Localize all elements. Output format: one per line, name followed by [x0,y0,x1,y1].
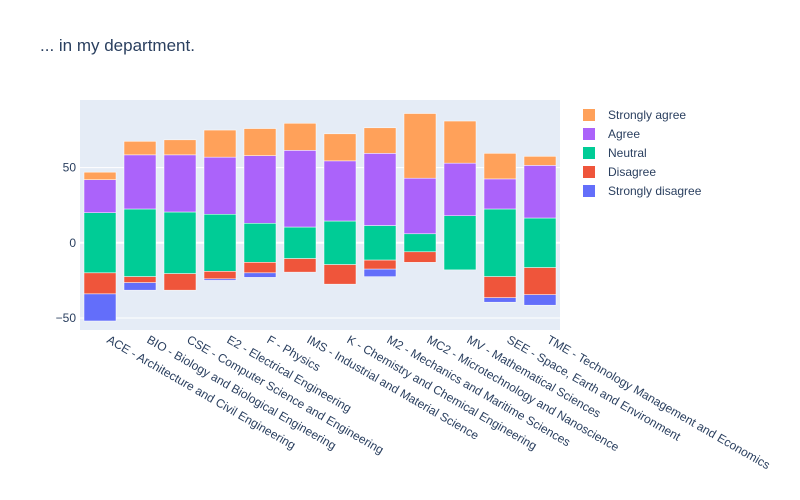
legend-label: Neutral [608,146,647,160]
bar-agree[interactable] [283,150,317,228]
y-tick-label: −50 [56,311,77,325]
bar-disagree[interactable] [483,276,517,298]
y-axis: −50 0 50 [56,161,77,325]
legend-label: Strongly agree [608,108,686,122]
bar-strongly-agree[interactable] [443,120,477,164]
bar-neutral[interactable] [203,213,237,272]
bar-disagree[interactable] [123,276,157,283]
bar-strongly-agree[interactable] [403,113,437,179]
bars [83,113,557,322]
legend-label: Agree [608,127,640,141]
bar-neutral[interactable] [163,211,197,274]
bar-agree[interactable] [483,178,517,210]
legend-swatch [583,185,595,197]
bar-strongly-agree[interactable] [283,123,317,151]
bar-agree[interactable] [323,160,357,222]
bar-disagree[interactable] [83,272,117,295]
bar-neutral[interactable] [523,217,557,268]
bar-neutral[interactable] [403,233,437,253]
bar-agree[interactable] [83,179,117,213]
bar-agree[interactable] [363,153,397,226]
bar-agree[interactable] [523,165,557,219]
bar-neutral[interactable] [123,208,157,277]
bar-strongly-disagree[interactable] [483,297,517,303]
legend-swatch [583,147,595,159]
bar-strongly-agree[interactable] [243,128,277,156]
bar-strongly-agree[interactable] [523,156,557,166]
legend-item[interactable]: Strongly disagree [583,184,702,198]
legend-label: Strongly disagree [608,184,702,198]
bar-disagree[interactable] [363,259,397,270]
y-tick-label: 0 [69,236,76,250]
bar-strongly-agree[interactable] [483,153,517,180]
legend-item[interactable]: Agree [583,127,640,141]
bar-strongly-agree[interactable] [323,133,357,162]
legend[interactable]: Strongly agree Agree Neutral Disagree Strong… [583,108,702,198]
bar-strongly-agree[interactable] [163,139,197,156]
bar-agree[interactable] [123,154,157,210]
bar-strongly-disagree[interactable] [523,294,557,306]
bar-disagree[interactable] [243,262,277,274]
bar-strongly-agree[interactable] [363,127,397,154]
plot-area [80,100,560,330]
y-tick-label: 50 [63,161,77,175]
chart-title: ... in my department. [40,36,195,55]
bar-strongly-disagree[interactable] [123,282,157,291]
bar-agree[interactable] [203,156,237,215]
bar-disagree[interactable] [203,271,237,280]
bar-disagree[interactable] [163,273,197,291]
bar-strongly-agree[interactable] [83,171,117,180]
bar-strongly-disagree[interactable] [363,268,397,277]
bar-strongly-agree[interactable] [203,129,237,158]
bar-strongly-agree[interactable] [123,141,157,156]
legend-item[interactable]: Disagree [583,165,656,179]
bar-strongly-disagree[interactable] [243,272,277,278]
bar-agree[interactable] [243,155,277,224]
legend-item[interactable]: Strongly agree [583,108,686,122]
bar-neutral[interactable] [83,212,117,274]
bar-disagree[interactable] [523,267,557,295]
bar-agree[interactable] [163,154,197,213]
bar-neutral[interactable] [363,225,397,261]
legend-swatch [583,109,595,121]
bar-neutral[interactable] [443,215,477,271]
bar-neutral[interactable] [483,208,517,277]
gridlines [80,167,560,319]
bar-disagree[interactable] [323,264,357,285]
legend-item[interactable]: Neutral [583,146,647,160]
bar-disagree[interactable] [403,251,437,263]
legend-label: Disagree [608,165,656,179]
bar-strongly-disagree[interactable] [203,278,237,281]
bar-neutral[interactable] [243,223,277,263]
legend-swatch [583,128,595,140]
bar-neutral[interactable] [323,220,357,265]
x-axis: ACE - Architecture and Civil Engineering… [105,332,773,472]
bar-strongly-disagree[interactable] [83,293,117,322]
bar-agree[interactable] [443,162,477,217]
bar-neutral[interactable] [283,226,317,259]
bar-disagree[interactable] [283,258,317,273]
legend-swatch [583,166,595,178]
bar-agree[interactable] [403,177,437,235]
